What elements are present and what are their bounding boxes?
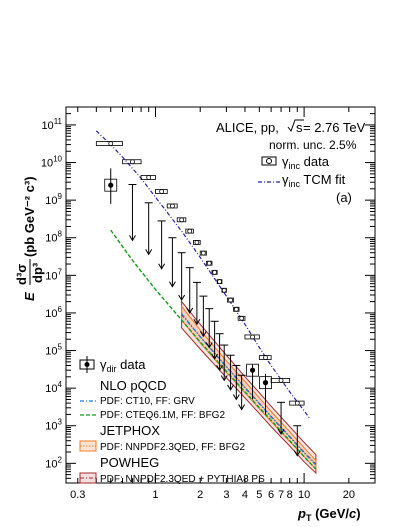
- x-axis-title: pT (GeV/c): [297, 506, 361, 523]
- y-tick-label: 1010: [41, 155, 63, 170]
- inc-data-point: [194, 240, 200, 245]
- y-tick-label: 109: [45, 192, 62, 207]
- y-tick-label: 103: [45, 418, 62, 433]
- data-points: [95, 141, 305, 457]
- legend-inc-data-marker: [261, 156, 277, 166]
- dir-upper-limit-arrow: [168, 281, 176, 288]
- inc-data-point: [108, 141, 114, 146]
- inc-tcm-fit-curve: [95, 130, 311, 420]
- nlo-ct10-curve: [181, 313, 317, 466]
- inc-data-point: [200, 250, 206, 256]
- x-tick-label: 6: [268, 489, 274, 501]
- inc-data-point: [221, 287, 227, 293]
- dir-sys-box: [104, 178, 118, 192]
- legend-nlo-ct10-label: PDF: CT10, FF: GRV: [100, 396, 195, 407]
- dir-upper-limit-arrow: [238, 404, 246, 411]
- legend-bottom: γdir data NLO pQCD PDF: CT10, FF: GRV PD…: [79, 356, 265, 485]
- inc-data-point: [179, 217, 185, 223]
- sqrt-s-text: s: [296, 120, 303, 135]
- x-tick-label: 4: [242, 489, 248, 501]
- dir-data-point: [249, 367, 256, 373]
- dir-upper-limit-arrow: [293, 450, 301, 457]
- y-tick-label: 108: [45, 230, 62, 245]
- y-title-units: (pb GeV⁻² c³): [22, 176, 37, 257]
- x-tick-label: 3: [223, 489, 229, 501]
- dir-upper-limit-arrow: [199, 330, 207, 338]
- inc-data-point: [212, 269, 218, 275]
- inc-data-point: [239, 315, 245, 321]
- dir-sys-box: [246, 363, 259, 377]
- legend-nlo-cteq-label: PDF: CTEQ6.1M, FF: BFG2: [100, 410, 225, 421]
- dir-upper-limit-arrow: [186, 307, 194, 314]
- legend-nlo-header: NLO pQCD: [100, 378, 166, 393]
- inc-data-point: [206, 260, 212, 266]
- norm-unc-label: norm. unc. 2.5%: [269, 138, 357, 152]
- x-tick-label: 7: [278, 489, 284, 501]
- panel-label: (a): [336, 190, 352, 205]
- inc-data-point: [228, 297, 233, 303]
- x-tick-label: 1: [152, 489, 158, 501]
- collab-label: ALICE, pp,: [216, 120, 279, 135]
- inc-data-point: [170, 203, 175, 209]
- inc-data-point: [233, 306, 239, 312]
- inc-data-point: [263, 355, 268, 360]
- y-title-prefix: E: [22, 292, 37, 301]
- dir-upper-limit-arrow: [129, 235, 136, 242]
- x-tick-label: 2: [197, 489, 203, 501]
- dir-data-point: [262, 380, 269, 386]
- inc-data-point: [294, 400, 300, 406]
- x-tick-label: 5: [256, 489, 262, 501]
- inc-data-point: [130, 159, 135, 165]
- inc-data-point: [250, 334, 255, 340]
- energy-text: = 2.76 TeV: [303, 120, 366, 135]
- x-tick-label: 0.3: [70, 489, 85, 501]
- dir-upper-limit-arrow: [277, 428, 285, 436]
- inc-data-point: [278, 378, 284, 383]
- y-tick-label: 105: [45, 343, 62, 358]
- dir-upper-limit-arrow: [158, 263, 166, 270]
- legend-dir-dot: [84, 362, 90, 367]
- dir-upper-limit-arrow: [227, 384, 234, 391]
- inc-data-point: [217, 279, 222, 285]
- legend-jetphox-box: [79, 440, 97, 452]
- dir-data-point: [108, 182, 114, 188]
- legend-jetphox-header: JETPHOX: [100, 423, 160, 438]
- dir-sys-box: [259, 376, 272, 390]
- inc-data-point: [146, 175, 152, 180]
- legend-inc-fit-label: γinc TCM fit: [282, 172, 346, 189]
- x-tick-label: 8: [287, 489, 293, 501]
- dir-upper-limit-arrow: [145, 249, 153, 256]
- x-tick-label: 20: [343, 489, 355, 501]
- legend-inc-data-label: γinc data: [282, 154, 330, 171]
- y-title-frac-num: d³σ: [14, 264, 29, 285]
- x-tick-label: 10: [298, 489, 310, 501]
- legend-powheg-header: POWHEG: [100, 455, 159, 470]
- y-title-frac-den: dp³: [30, 262, 45, 283]
- y-tick-label: 107: [45, 267, 62, 282]
- legend-dir-label: γdir data: [100, 357, 146, 374]
- legend-powheg-label: PDF: NNPDF2.3QED + PYTHIA8 PS: [100, 474, 265, 485]
- inc-data-point: [159, 189, 165, 194]
- y-tick-label: 1011: [41, 117, 62, 132]
- sqrt-symbol: [287, 119, 304, 133]
- dir-upper-limit-arrow: [216, 364, 224, 372]
- dir-upper-limit-arrow: [205, 342, 213, 349]
- dir-upper-limit-arrow: [211, 353, 219, 360]
- nlo-cteq-curve: [110, 229, 317, 470]
- legend-inc-data-dot: [266, 158, 272, 164]
- y-tick-label: 106: [45, 305, 62, 320]
- legend-jetphox-label: PDF: NNPDF2.3QED, FF: BFG2: [100, 442, 245, 453]
- axes: 0.3 1 2 3 4 5 6 7 8 10 20 102 103 104 105 106 107 108 109 1…: [41, 107, 375, 501]
- y-tick-label: 104: [45, 380, 62, 395]
- dir-upper-limit-arrow: [232, 394, 240, 401]
- legend-top: γinc data γinc TCM fit (a): [258, 154, 352, 205]
- dir-upper-limit-arrow: [220, 375, 228, 382]
- dir-upper-limit-arrow: [193, 319, 201, 326]
- inc-data-point: [187, 228, 193, 234]
- sqrt-s-label: s = 2.76 TeV: [287, 119, 366, 135]
- y-axis-title: E d³σ dp³ (pb GeV⁻² c³): [14, 176, 45, 301]
- dir-upper-limit-arrow: [178, 294, 186, 302]
- y-tick-label: 102: [45, 455, 62, 470]
